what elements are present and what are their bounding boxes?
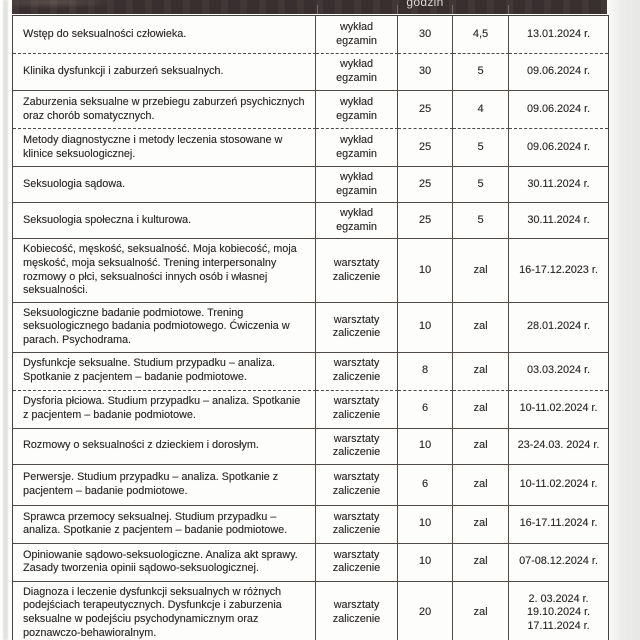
table-row: Dysforia płciowa. Studium przypadku – an…	[13, 390, 608, 429]
form-cell: warsztaty zaliczenie	[316, 239, 398, 303]
topic-cell: Opiniowanie sądowo-seksuologiczne. Anali…	[13, 543, 316, 582]
grade-cell: zal	[453, 352, 509, 391]
topic-cell: Sprawca przemocy seksualnej. Studium prz…	[13, 505, 316, 544]
date-cell: 23-24.03. 2024 r.	[509, 429, 608, 465]
topic-cell: Seksuologiczne badanie podmiotowe. Treni…	[13, 302, 316, 353]
table-row: Seksuologiczne badanie podmiotowe. Treni…	[13, 302, 608, 353]
table-row: Zaburzenia seksualne w przebiegu zaburze…	[13, 91, 608, 129]
date-cell: 03.03.2024 r.	[509, 353, 608, 391]
form-cell: warsztaty zaliczenie	[316, 505, 398, 544]
hours-cell: 25	[398, 91, 453, 129]
form-cell: warsztaty zaliczenie	[316, 464, 398, 506]
form-cell: warsztaty zaliczenie	[316, 390, 398, 429]
topic-cell: Zaburzenia seksualne w przebiegu zaburze…	[13, 91, 316, 129]
topic-cell: Metody diagnostyczne i metody leczenia s…	[13, 129, 316, 167]
date-cell: 10-11.02.2024 r.	[509, 465, 608, 506]
table-row: Metody diagnostyczne i metody leczenia s…	[13, 129, 608, 167]
table-row: Seksuologia sądowa. wykład egzamin 25 5 …	[13, 167, 608, 204]
form-cell: warsztaty zaliczenie	[316, 352, 398, 391]
grade-cell: 5	[453, 129, 509, 167]
form-cell: warsztaty zaliczenie	[316, 302, 398, 353]
topic-cell: Dysfunkcje seksualne. Studium przypadku …	[13, 352, 316, 391]
header-column-divider	[508, 5, 509, 14]
grade-cell: zal	[453, 428, 509, 465]
topic-cell: Diagnoza i leczenie dysfunkcji seksualny…	[13, 581, 316, 640]
hours-cell: 25	[398, 129, 453, 167]
date-cell: 30.11.2024 r.	[509, 167, 608, 204]
date-cell: 10-11.02.2024 r.	[509, 391, 608, 429]
topic-cell: Wstęp do seksualności człowieka.	[13, 16, 316, 54]
hours-cell: 6	[398, 464, 453, 506]
form-cell: wykład egzamin	[316, 54, 398, 91]
hours-cell: 10	[398, 428, 453, 465]
topic-cell: Kobiecość, męskość, seksualność. Moja ko…	[13, 239, 316, 303]
grade-cell: zal	[453, 464, 509, 506]
hours-cell: 8	[398, 352, 453, 391]
form-cell: warsztaty zaliczenie	[316, 543, 398, 582]
hours-cell: 30	[398, 16, 453, 54]
hours-cell: 6	[398, 390, 453, 429]
grade-cell: 5	[453, 167, 509, 204]
table-row: Perwersje. Studium przypadku – analiza. …	[13, 464, 608, 506]
date-cell: 09.06.2024 r.	[509, 54, 608, 91]
grade-cell: zal	[453, 302, 509, 353]
date-cell: 16-17.12.2023 r.	[509, 239, 608, 303]
date-cell: 30.11.2024 r.	[509, 203, 608, 240]
date-cell: 16-17.11.2024 r.	[509, 506, 608, 544]
header-column-divider	[317, 5, 318, 14]
header-column-divider	[397, 5, 398, 14]
topic-cell: Dysforia płciowa. Studium przypadku – an…	[13, 390, 316, 429]
table-row: Opiniowanie sądowo-seksuologiczne. Anali…	[13, 543, 608, 582]
hours-cell: 30	[398, 54, 453, 91]
grade-cell: zal	[453, 543, 509, 582]
date-cell: 2. 03.2024 r. 19.10.2024 r. 17.11.2024 r…	[509, 582, 608, 640]
topic-cell: Seksuologia społeczna i kulturowa.	[13, 203, 316, 240]
form-cell: warsztaty zaliczenie	[316, 581, 398, 640]
course-schedule-table: Wstęp do seksualności człowieka. wykład …	[12, 15, 609, 640]
form-cell: wykład egzamin	[316, 129, 398, 167]
grade-cell: zal	[453, 390, 509, 429]
hours-cell: 25	[398, 203, 453, 240]
topic-cell: Seksuologia sądowa.	[13, 167, 316, 204]
topic-cell: Klinika dysfunkcji i zaburzeń seksualnyc…	[13, 54, 316, 91]
grade-cell: 4	[453, 91, 509, 129]
form-cell: wykład egzamin	[316, 203, 398, 240]
table-row: Rozmowy o seksualności z dzieckiem i dor…	[13, 428, 608, 465]
header-hours-label: godzin	[406, 0, 444, 9]
grade-cell: zal	[453, 505, 509, 544]
table-row: Wstęp do seksualności człowieka. wykład …	[13, 16, 608, 54]
hours-cell: 10	[398, 505, 453, 544]
grade-cell: 5	[453, 203, 509, 240]
date-cell: 09.06.2024 r.	[509, 129, 608, 167]
hours-cell: 10	[398, 302, 453, 353]
table-header-bar: godzin	[12, 0, 607, 14]
hours-cell: 10	[398, 543, 453, 582]
grade-cell: 5	[453, 54, 509, 91]
hours-cell: 25	[398, 167, 453, 204]
header-column-divider	[452, 5, 453, 14]
form-cell: wykład egzamin	[316, 91, 398, 129]
form-cell: wykład egzamin	[316, 16, 398, 54]
date-cell: 13.01.2024 r.	[509, 16, 608, 54]
grade-cell: zal	[453, 581, 509, 640]
table-row: Kobiecość, męskość, seksualność. Moja ko…	[13, 239, 608, 303]
form-cell: warsztaty zaliczenie	[316, 428, 398, 465]
grade-cell: zal	[453, 239, 509, 303]
table-row: Klinika dysfunkcji i zaburzeń seksualnyc…	[13, 54, 608, 91]
page-edge-shadow	[3, 0, 8, 640]
hours-cell: 20	[398, 581, 453, 640]
grade-cell: 4,5	[453, 16, 509, 54]
topic-cell: Rozmowy o seksualności z dzieckiem i dor…	[13, 428, 316, 465]
date-cell: 28.01.2024 r.	[509, 303, 608, 353]
table-row: Sprawca przemocy seksualnej. Studium prz…	[13, 505, 608, 544]
table-row: Seksuologia społeczna i kulturowa. wykła…	[13, 203, 608, 240]
date-cell: 09.06.2024 r.	[509, 91, 608, 129]
date-cell: 07-08.12.2024 r.	[509, 544, 608, 582]
form-cell: wykład egzamin	[316, 167, 398, 204]
table-row: Diagnoza i leczenie dysfunkcji seksualny…	[13, 581, 608, 640]
topic-cell: Perwersje. Studium przypadku – analiza. …	[13, 464, 316, 506]
table-row: Dysfunkcje seksualne. Studium przypadku …	[13, 352, 608, 391]
hours-cell: 10	[398, 239, 453, 303]
